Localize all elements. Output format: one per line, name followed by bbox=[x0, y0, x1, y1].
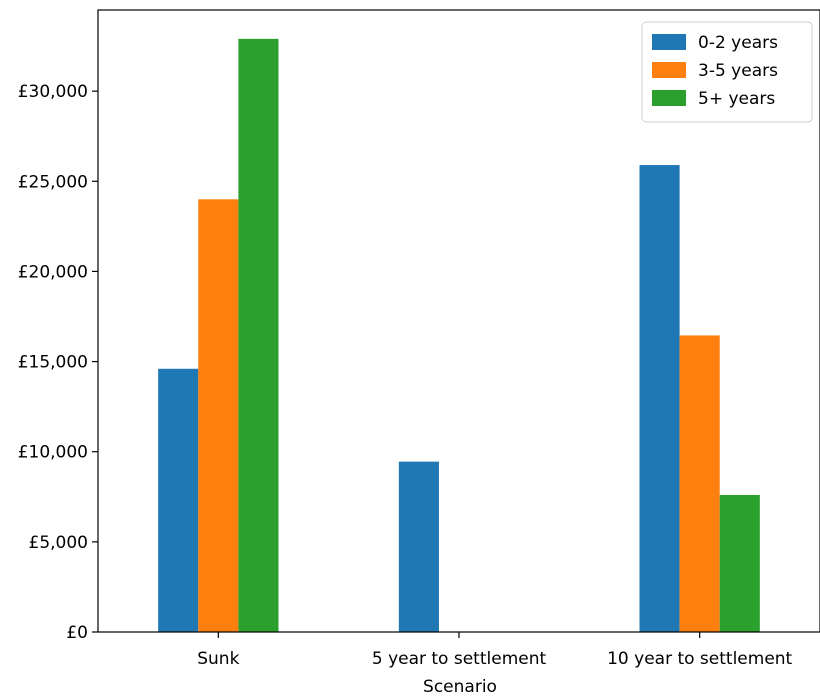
y-tick-label: £10,000 bbox=[18, 443, 88, 463]
x-tick-label: 10 year to settlement bbox=[607, 649, 792, 669]
y-tick-label: £30,000 bbox=[18, 82, 88, 102]
y-tick-label: £25,000 bbox=[18, 172, 88, 192]
legend-swatch bbox=[652, 62, 686, 78]
y-tick-label: £5,000 bbox=[29, 533, 88, 553]
x-tick-label: Sunk bbox=[197, 649, 239, 669]
legend-label: 5+ years bbox=[698, 89, 775, 109]
bar bbox=[639, 165, 680, 633]
plot-frame bbox=[97, 9, 820, 633]
bar bbox=[719, 494, 760, 632]
y-tick-label: £0 bbox=[66, 623, 88, 643]
bars-group bbox=[158, 38, 760, 633]
legend-label: 3-5 years bbox=[698, 61, 778, 81]
legend-label: 0-2 years bbox=[698, 33, 778, 53]
bar bbox=[238, 38, 279, 633]
legend: 0-2 years 3-5 years 5+ years bbox=[641, 21, 813, 123]
x-tick-label: 5 year to settlement bbox=[372, 649, 547, 669]
bar bbox=[198, 199, 239, 632]
x-axis: Sunk 5 year to settlement 10 year to settl… bbox=[197, 632, 793, 669]
bar bbox=[679, 335, 720, 632]
y-tick-label: £15,000 bbox=[18, 353, 88, 373]
y-tick-label: £20,000 bbox=[18, 262, 88, 282]
bar bbox=[398, 461, 439, 632]
legend-swatch bbox=[652, 90, 686, 106]
legend-swatch bbox=[652, 34, 686, 50]
x-axis-title: Scenario bbox=[423, 677, 497, 697]
bar bbox=[158, 368, 199, 632]
y-axis: £0 £5,000 £10,000 £15,000 £20,000 £25,000 £30,… bbox=[18, 82, 98, 643]
